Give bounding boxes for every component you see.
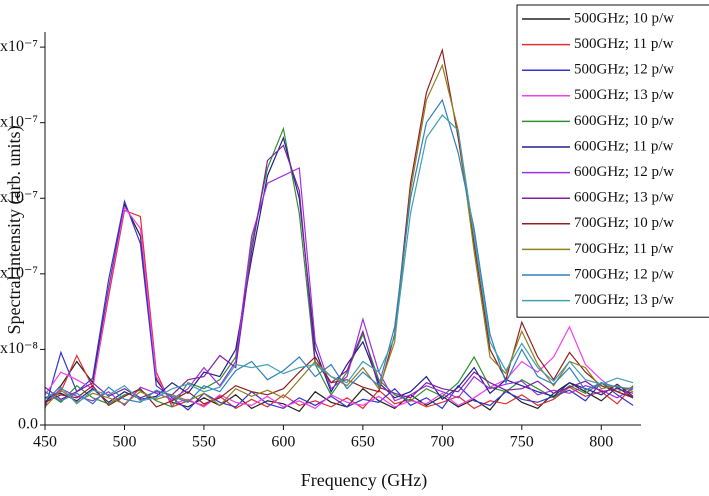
x-tick-label: 650 xyxy=(351,434,375,451)
y-tick-label: 1.5x10⁻⁷ xyxy=(0,189,38,206)
legend-label: 700GHz; 10 p/w xyxy=(574,215,674,231)
series-line xyxy=(45,63,634,408)
x-tick-label: 600 xyxy=(271,434,295,451)
x-tick-label: 750 xyxy=(510,434,534,451)
legend-box xyxy=(516,4,709,318)
series-line xyxy=(45,209,634,410)
series-line xyxy=(45,202,634,413)
y-axis-title: Spectral intensity (arb. units) xyxy=(4,126,25,335)
legend-label: 700GHz; 12 p/w xyxy=(574,266,674,282)
legend-label: 500GHz; 10 p/w xyxy=(574,10,674,26)
x-axis-title: Frequency (GHz) xyxy=(301,470,427,491)
series-line xyxy=(45,205,634,410)
series-line xyxy=(45,114,634,405)
x-tick-label: 550 xyxy=(192,434,216,451)
series-line xyxy=(45,167,634,407)
legend: 500GHz; 10 p/w 500GHz; 11 p/w 500GHz; 12 p… xyxy=(516,4,709,318)
x-tick-label: 800 xyxy=(589,434,613,451)
legend-label: 600GHz; 10 p/w xyxy=(574,113,674,129)
x-tick-label: 450 xyxy=(33,434,57,451)
series-line xyxy=(45,199,634,411)
legend-label: 600GHz; 11 p/w xyxy=(574,138,674,154)
legend-label: 600GHz; 13 p/w xyxy=(574,190,674,206)
legend-label: 500GHz; 11 p/w xyxy=(574,36,674,52)
x-tick-label: 700 xyxy=(430,434,454,451)
legend-label: 600GHz; 12 p/w xyxy=(574,164,674,180)
y-tick-label: 2.5x10⁻⁷ xyxy=(0,38,38,55)
legend-label: 700GHz; 13 p/w xyxy=(574,292,674,308)
x-tick-label: 500 xyxy=(112,434,136,451)
series-line xyxy=(45,135,634,404)
legend-label: 500GHz; 13 p/w xyxy=(574,87,674,103)
legend-label: 700GHz; 11 p/w xyxy=(574,241,674,257)
legend-label: 500GHz; 12 p/w xyxy=(574,62,674,78)
y-tick-label: 0.0 xyxy=(18,416,38,433)
